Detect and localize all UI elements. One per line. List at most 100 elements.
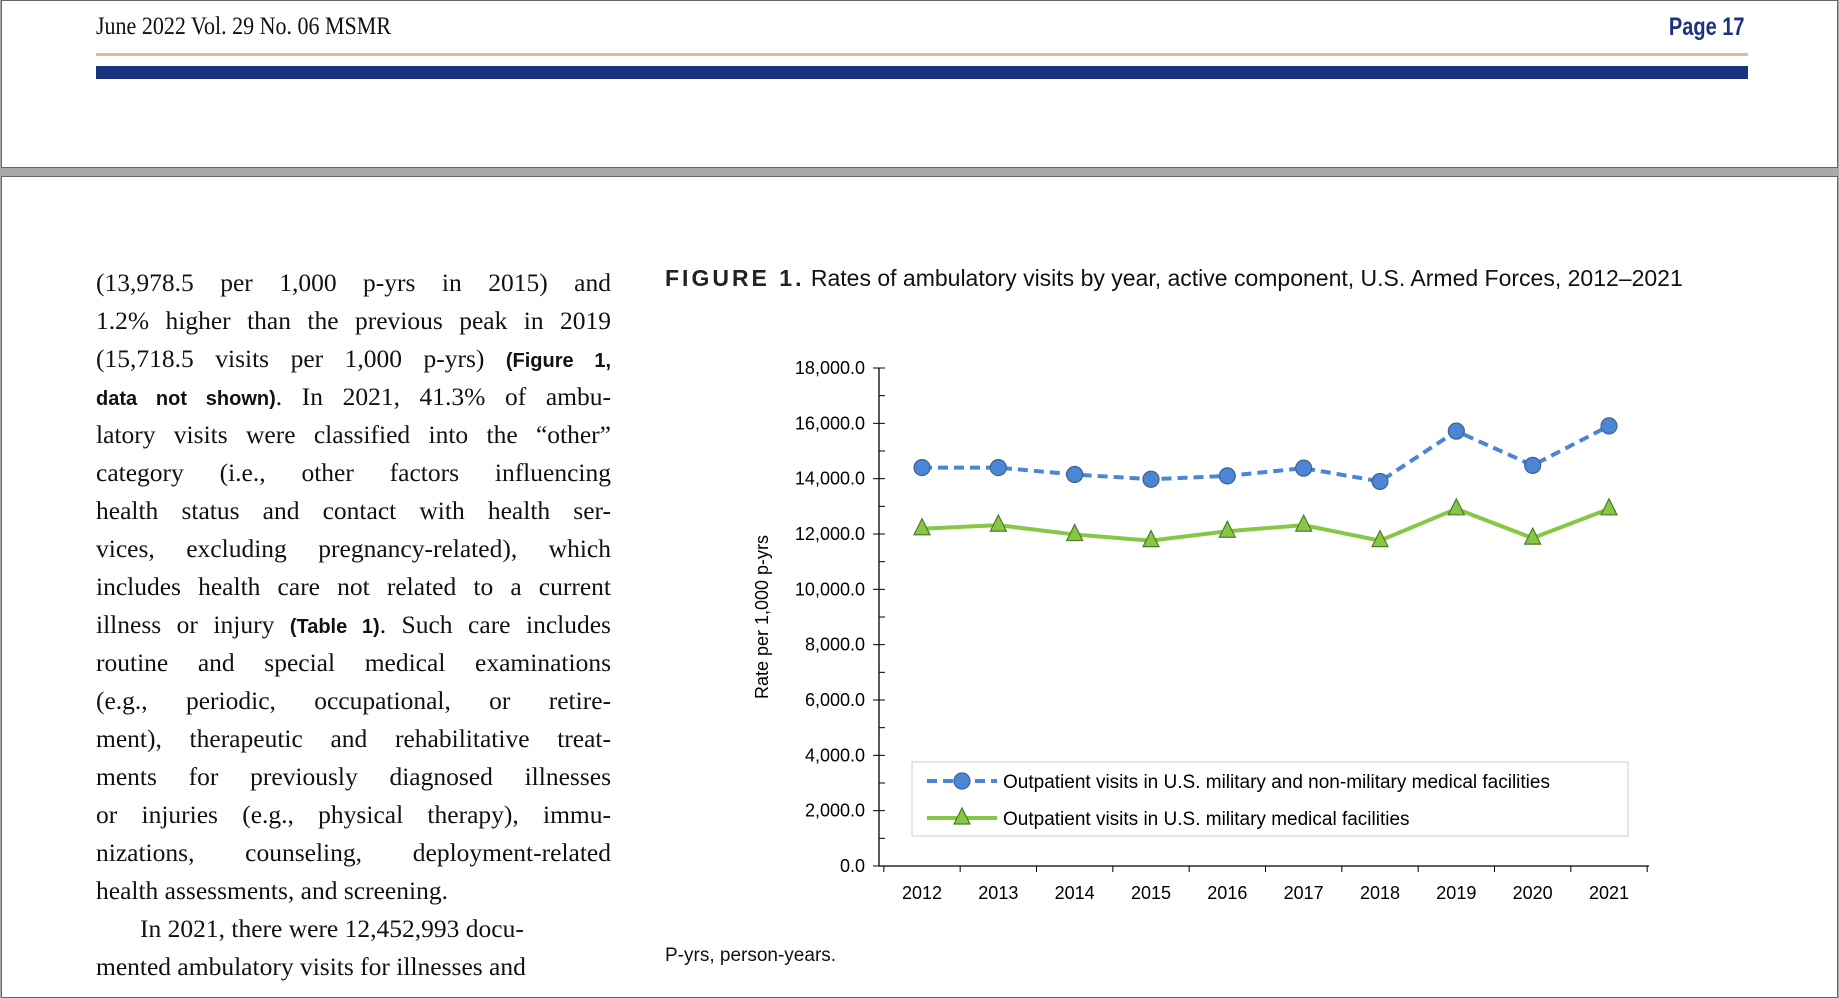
data-point-circle xyxy=(953,772,971,790)
y-tick-label: 4,000.0 xyxy=(805,745,865,765)
body-line: includes health care not related to a cu… xyxy=(96,568,611,606)
body-line: 1.2% higher than the previous peak in 20… xyxy=(96,302,611,340)
data-point-triangle xyxy=(953,806,971,825)
figure-label: FIGURE 1. xyxy=(665,265,805,291)
body-text-span: mented ambulatory visits for illnesses a… xyxy=(96,952,526,981)
figure-caption: FIGURE 1. Rates of ambulatory visits by … xyxy=(665,262,1748,295)
data-point-circle xyxy=(1066,465,1084,484)
y-tick-label: 6,000.0 xyxy=(805,690,865,710)
body-text-span: vices, excluding pregnancy-related), whi… xyxy=(96,534,611,563)
body-line: mented ambulatory visits for illnesses a… xyxy=(96,948,611,986)
data-point-triangle xyxy=(1218,519,1237,538)
data-point-circle xyxy=(1142,470,1160,488)
data-point-triangle xyxy=(1142,529,1160,548)
body-line: data not shown). In 2021, 41.3% of ambu- xyxy=(96,378,611,416)
body-text-span: ment), therapeutic and rehabilitative tr… xyxy=(96,724,611,753)
data-point-circle xyxy=(1218,467,1236,485)
series-line xyxy=(921,506,1610,543)
x-tick-label: 2012 xyxy=(902,883,942,903)
data-point-circle xyxy=(1524,456,1542,474)
data-point-triangle xyxy=(1371,529,1389,548)
page-body-panel: (13,978.5 per 1,000 p-yrs in 2015) and 1.… xyxy=(1,176,1838,998)
x-tick-label: 2015 xyxy=(1131,883,1171,903)
x-tick-label: 2021 xyxy=(1589,883,1629,903)
data-point-circle xyxy=(1447,422,1465,440)
x-tick-label: 2019 xyxy=(1436,883,1476,903)
y-tick-label: 10,000.0 xyxy=(795,579,865,599)
data-point-circle xyxy=(1371,472,1389,491)
body-text-span: data not shown) xyxy=(96,388,276,410)
body-line: In 2021, there were 12,452,993 docu- xyxy=(96,910,611,948)
body-text-span: . In 2021, 41.3% of ambu- xyxy=(275,382,611,411)
body-text-span: category (i.e., other factors influencin… xyxy=(96,458,611,487)
x-tick-label: 2018 xyxy=(1360,883,1400,903)
body-line: (13,978.5 per 1,000 p-yrs in 2015) and xyxy=(96,264,611,302)
body-text-span: health status and contact with health se… xyxy=(96,496,611,525)
body-line: ment), therapeutic and rehabilitative tr… xyxy=(96,720,611,758)
body-line: routine and special medical examinations xyxy=(96,644,611,682)
data-point-triangle xyxy=(1447,497,1466,516)
body-text-span: 1.2% higher than the previous peak in 20… xyxy=(96,306,611,335)
body-text-span: . Such care includes xyxy=(379,610,611,639)
body-text-span: latory visits were classified into the “… xyxy=(96,420,611,449)
y-tick-label: 8,000.0 xyxy=(805,635,865,655)
divider-blue xyxy=(96,66,1748,79)
data-point-circle xyxy=(1295,459,1313,477)
data-point-circle xyxy=(1600,417,1618,435)
page-header-panel: June 2022 Vol. 29 No. 06 MSMR Page 17 xyxy=(1,0,1838,168)
data-point-triangle xyxy=(913,517,931,536)
x-tick-label: 2013 xyxy=(978,883,1018,903)
data-point-triangle xyxy=(1294,513,1313,532)
legend-label: Outpatient visits in U.S. military and n… xyxy=(1003,772,1550,793)
body-text-span: In 2021, there were 12,452,993 docu- xyxy=(140,914,524,943)
body-text-span: or injuries (e.g., physical therapy), im… xyxy=(96,800,611,829)
figure-footnote: P-yrs, person-years. xyxy=(665,945,837,966)
legend-label: Outpatient visits in U.S. military medic… xyxy=(1003,809,1410,830)
data-point-triangle xyxy=(1065,523,1084,542)
x-tick-label: 2016 xyxy=(1207,883,1247,903)
y-tick-label: 0.0 xyxy=(840,856,865,876)
figure-title: Rates of ambulatory visits by year, acti… xyxy=(810,265,1683,291)
data-point-triangle xyxy=(1523,526,1542,545)
legend-box xyxy=(911,761,1629,837)
body-line: vices, excluding pregnancy-related), whi… xyxy=(96,530,611,568)
y-axis-label: Rate per 1,000 p-yrs xyxy=(752,535,772,699)
body-text-span: (15,718.5 visits per 1,000 p-yrs) xyxy=(96,344,506,373)
page-number: Page 17 xyxy=(1669,13,1745,41)
body-line: illness or injury (Table 1). Such care i… xyxy=(96,606,611,644)
body-line: (15,718.5 visits per 1,000 p-yrs) (Figur… xyxy=(96,340,611,378)
body-text-span: (e.g., periodic, occupational, or retire… xyxy=(96,686,611,715)
divider-tan xyxy=(96,53,1748,56)
body-text-span: ments for previously diagnosed illnesses xyxy=(96,762,611,791)
x-tick-label: 2020 xyxy=(1513,883,1553,903)
body-line: nizations, counseling, deployment-relate… xyxy=(96,834,611,872)
body-text-span: nizations, counseling, deployment-relate… xyxy=(96,838,611,867)
body-text-span: (13,978.5 per 1,000 p-yrs in 2015) and xyxy=(96,268,611,297)
body-line: health assessments, and screening. xyxy=(96,872,611,910)
data-point-circle xyxy=(989,459,1007,477)
y-tick-label: 12,000.0 xyxy=(795,524,865,544)
body-line: or injuries (e.g., physical therapy), im… xyxy=(96,796,611,834)
x-tick-label: 2017 xyxy=(1284,883,1324,903)
body-text-span: health assessments, and screening. xyxy=(96,876,448,905)
body-text-span: includes health care not related to a cu… xyxy=(96,572,611,601)
x-tick-label: 2014 xyxy=(1055,883,1095,903)
body-line: ments for previously diagnosed illnesses xyxy=(96,758,611,796)
journal-issue: June 2022 Vol. 29 No. 06 MSMR xyxy=(96,13,392,40)
body-text-span: (Table 1) xyxy=(289,616,380,638)
body-text: (13,978.5 per 1,000 p-yrs in 2015) and 1.… xyxy=(96,264,611,986)
body-line: health status and contact with health se… xyxy=(96,492,611,530)
data-point-circle xyxy=(913,459,931,477)
body-text-span: illness or injury xyxy=(96,610,290,639)
data-point-triangle xyxy=(1600,497,1618,516)
series-line xyxy=(922,424,1610,484)
body-line: category (i.e., other factors influencin… xyxy=(96,454,611,492)
body-text-span: (Figure 1, xyxy=(505,350,611,372)
y-tick-label: 18,000.0 xyxy=(795,358,865,378)
y-tick-label: 14,000.0 xyxy=(795,469,865,489)
body-line: latory visits were classified into the “… xyxy=(96,416,611,454)
body-line: (e.g., periodic, occupational, or retire… xyxy=(96,682,611,720)
body-text-span: routine and special medical examinations xyxy=(96,648,611,677)
y-tick-label: 2,000.0 xyxy=(805,801,865,821)
